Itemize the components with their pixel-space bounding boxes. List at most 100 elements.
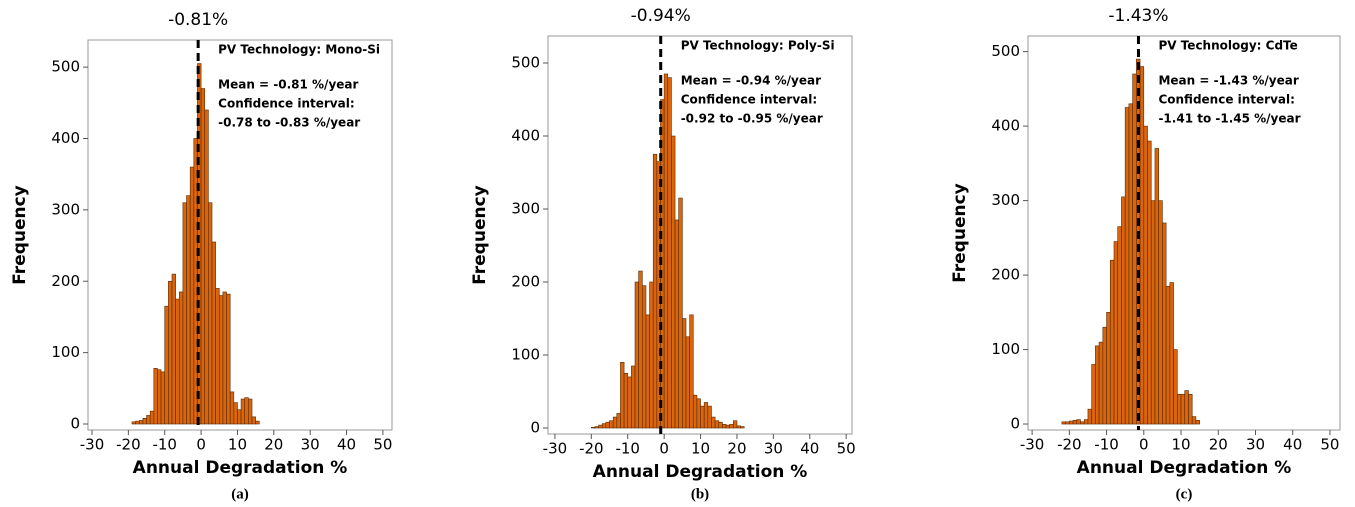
annotation: Confidence interval: bbox=[681, 93, 817, 107]
bar bbox=[204, 109, 209, 425]
y-tick-label: 100 bbox=[51, 343, 80, 361]
y-tick-label: 100 bbox=[991, 340, 1020, 358]
x-axis-label: Annual Degradation % bbox=[1077, 458, 1292, 478]
bar bbox=[1180, 393, 1186, 425]
bar bbox=[609, 420, 614, 429]
x-tick-label: 30 bbox=[1246, 436, 1265, 454]
bar bbox=[1136, 58, 1141, 425]
bar bbox=[714, 420, 720, 429]
annotation: Mean = -0.81 %/year bbox=[218, 78, 358, 92]
x-tick-label: 40 bbox=[337, 436, 356, 454]
bar bbox=[1065, 421, 1070, 425]
y-tick-label: 500 bbox=[511, 54, 540, 72]
x-tick-label: 30 bbox=[301, 436, 320, 454]
bar bbox=[671, 135, 676, 429]
bar bbox=[222, 291, 227, 425]
bar bbox=[157, 369, 162, 425]
bar bbox=[1132, 73, 1137, 425]
bar bbox=[255, 420, 260, 425]
bar bbox=[674, 219, 680, 429]
bar bbox=[678, 197, 683, 429]
x-tick-label: 20 bbox=[264, 436, 283, 454]
y-tick-label: 200 bbox=[511, 273, 540, 291]
bar bbox=[623, 372, 629, 429]
bar bbox=[1113, 241, 1119, 425]
bar bbox=[189, 166, 195, 425]
x-tick-label: 30 bbox=[764, 440, 783, 458]
y-tick-label: 100 bbox=[511, 346, 540, 364]
bar bbox=[707, 405, 712, 429]
caption: (c) bbox=[1176, 486, 1193, 502]
y-tick-label: 0 bbox=[1010, 415, 1020, 433]
x-tick-label: 40 bbox=[1283, 436, 1302, 454]
bar bbox=[1169, 282, 1174, 425]
bar bbox=[1072, 420, 1078, 425]
bar bbox=[692, 394, 698, 429]
plot-frame bbox=[547, 35, 853, 435]
bar bbox=[1102, 326, 1107, 425]
x-tick-label: 20 bbox=[1209, 436, 1228, 454]
y-axis-label: Frequency bbox=[470, 185, 490, 285]
bar bbox=[1106, 312, 1111, 425]
y-tick-label: 200 bbox=[51, 272, 80, 290]
annotation: -1.41 to -1.45 %/year bbox=[1158, 112, 1300, 126]
bar bbox=[171, 273, 176, 425]
bar bbox=[616, 413, 621, 429]
y-tick-label: 400 bbox=[991, 117, 1020, 135]
bar bbox=[1165, 285, 1171, 425]
x-tick-label: -10 bbox=[1094, 436, 1119, 454]
x-tick-label: -10 bbox=[152, 436, 177, 454]
bar bbox=[649, 281, 654, 429]
plot-frame bbox=[87, 39, 393, 431]
bar bbox=[160, 371, 166, 425]
y-tick-label: 300 bbox=[511, 200, 540, 218]
bar bbox=[667, 77, 672, 429]
bar bbox=[186, 195, 191, 425]
x-tick-label: -10 bbox=[615, 440, 640, 458]
bar bbox=[1109, 259, 1115, 425]
bar bbox=[736, 425, 741, 429]
x-tick-label: 0 bbox=[659, 440, 669, 458]
bar bbox=[689, 314, 694, 429]
y-tick-label: 400 bbox=[511, 127, 540, 145]
caption: (b) bbox=[691, 486, 709, 502]
bar bbox=[634, 281, 639, 429]
bar bbox=[164, 305, 169, 425]
bar bbox=[1150, 200, 1156, 425]
annotation: PV Technology: CdTe bbox=[1158, 39, 1297, 53]
bar bbox=[153, 368, 158, 425]
bar bbox=[652, 153, 658, 429]
mean-label: -1.43% bbox=[1108, 6, 1168, 26]
bar bbox=[1176, 393, 1182, 425]
bar bbox=[740, 426, 745, 429]
bar bbox=[1195, 420, 1200, 425]
plot-frame bbox=[1027, 35, 1341, 431]
bar bbox=[1188, 393, 1193, 425]
mean-label: -0.94% bbox=[631, 6, 691, 26]
annotation: -0.78 to -0.83 %/year bbox=[218, 116, 360, 130]
bar bbox=[229, 391, 235, 425]
bar bbox=[218, 295, 224, 425]
bar bbox=[631, 365, 636, 429]
bar bbox=[663, 73, 669, 429]
bar bbox=[722, 424, 727, 429]
annotation: PV Technology: Poly-Si bbox=[681, 39, 835, 53]
y-axis-label: Frequency bbox=[10, 185, 30, 285]
bar bbox=[1158, 200, 1163, 425]
bar bbox=[1080, 421, 1085, 425]
x-tick-label: 40 bbox=[800, 440, 819, 458]
annotation: PV Technology: Mono-Si bbox=[218, 43, 380, 57]
bar bbox=[725, 424, 730, 429]
x-axis-label: Annual Degradation % bbox=[133, 458, 348, 478]
bar bbox=[591, 426, 596, 429]
x-tick-label: 10 bbox=[228, 436, 247, 454]
y-tick-label: 0 bbox=[530, 419, 540, 437]
x-tick-label: 10 bbox=[1171, 436, 1190, 454]
bar bbox=[638, 270, 643, 429]
x-tick-label: 50 bbox=[373, 436, 392, 454]
bar bbox=[175, 298, 180, 425]
y-tick-label: 300 bbox=[51, 200, 80, 218]
annotation: Mean = -1.43 %/year bbox=[1158, 74, 1298, 88]
caption: (a) bbox=[231, 486, 249, 502]
